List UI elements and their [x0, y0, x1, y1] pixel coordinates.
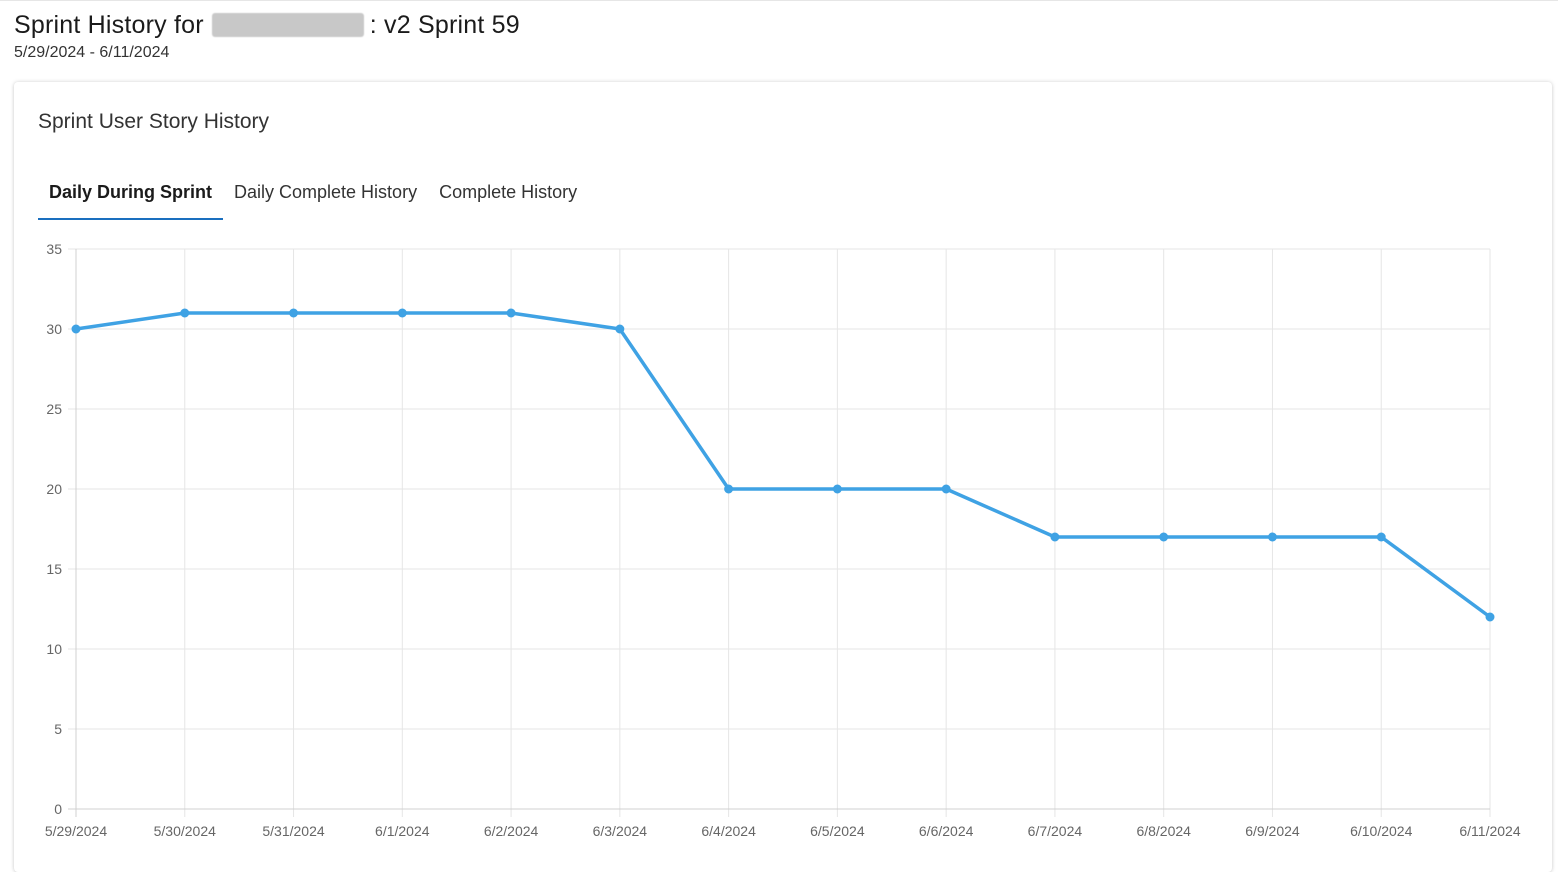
- y-tick-label: 25: [46, 401, 62, 417]
- x-tick-label: 6/7/2024: [1028, 823, 1083, 839]
- x-tick-label: 5/31/2024: [262, 823, 324, 839]
- tab-complete-history[interactable]: Complete History: [439, 182, 578, 202]
- data-point[interactable]: [506, 308, 516, 318]
- data-point[interactable]: [71, 324, 81, 334]
- data-point[interactable]: [1485, 612, 1495, 622]
- tab-daily-during-sprint[interactable]: Daily During Sprint: [38, 178, 224, 220]
- y-axis-ticks: 0 5 10 15 20 25 30 35: [46, 241, 62, 817]
- page-title-prefix: Sprint History for: [14, 10, 204, 39]
- history-tabs: Daily During Sprint Daily Complete Histo…: [38, 178, 588, 220]
- y-tick-label: 20: [46, 481, 62, 497]
- x-tick-label: 6/2/2024: [484, 823, 539, 839]
- history-card: Sprint User Story History Daily During S…: [14, 82, 1552, 872]
- x-tick-label: 6/1/2024: [375, 823, 430, 839]
- x-tick-label: 5/30/2024: [154, 823, 216, 839]
- x-tick-label: 6/10/2024: [1350, 823, 1412, 839]
- page-title-suffix: : v2 Sprint 59: [369, 10, 520, 39]
- series-line: [75, 311, 1492, 619]
- x-tick-label: 6/5/2024: [810, 823, 865, 839]
- page-header: Sprint History for : v2 Sprint 59 5/29/2…: [14, 8, 520, 62]
- x-tick-label: 6/9/2024: [1245, 823, 1300, 839]
- card-title: Sprint User Story History: [38, 110, 270, 133]
- chart-grid: [68, 248, 1491, 817]
- x-tick-label: 6/4/2024: [701, 823, 756, 839]
- data-point[interactable]: [397, 308, 407, 318]
- x-tick-label: 6/8/2024: [1136, 823, 1191, 839]
- data-point[interactable]: [1267, 532, 1277, 542]
- x-tick-label: 5/29/2024: [45, 823, 107, 839]
- data-point[interactable]: [180, 308, 190, 318]
- x-tick-label: 6/3/2024: [593, 823, 648, 839]
- y-tick-label: 35: [46, 241, 62, 257]
- data-point[interactable]: [941, 484, 951, 494]
- y-tick-label: 0: [54, 801, 62, 817]
- redacted-project-name: [211, 13, 364, 37]
- chart-series: [71, 308, 1495, 622]
- sprint-date-range: 5/29/2024 - 6/11/2024: [14, 44, 170, 61]
- data-point[interactable]: [1050, 532, 1060, 542]
- data-point[interactable]: [289, 308, 299, 318]
- data-point[interactable]: [1376, 532, 1386, 542]
- y-tick-label: 10: [46, 641, 62, 657]
- data-point[interactable]: [615, 324, 625, 334]
- data-point[interactable]: [1159, 532, 1169, 542]
- x-tick-label: 6/11/2024: [1459, 823, 1520, 839]
- top-divider: [0, 0, 1558, 1]
- x-axis-ticks: 5/29/2024 5/30/2024 5/31/2024 6/1/2024 6/2/2…: [45, 823, 1521, 839]
- data-point[interactable]: [832, 484, 842, 494]
- user-story-line-chart: 0 5 10 15 20 25 30 35 5/29/2024 5/30/2024 5/31/20…: [45, 241, 1521, 839]
- data-point[interactable]: [724, 484, 734, 494]
- tab-daily-complete-history[interactable]: Daily Complete History: [234, 182, 418, 202]
- y-tick-label: 15: [46, 561, 62, 577]
- x-tick-label: 6/6/2024: [919, 823, 974, 839]
- y-tick-label: 30: [46, 321, 62, 337]
- page-title: Sprint History for : v2 Sprint 59: [14, 8, 520, 42]
- y-tick-label: 5: [54, 721, 62, 737]
